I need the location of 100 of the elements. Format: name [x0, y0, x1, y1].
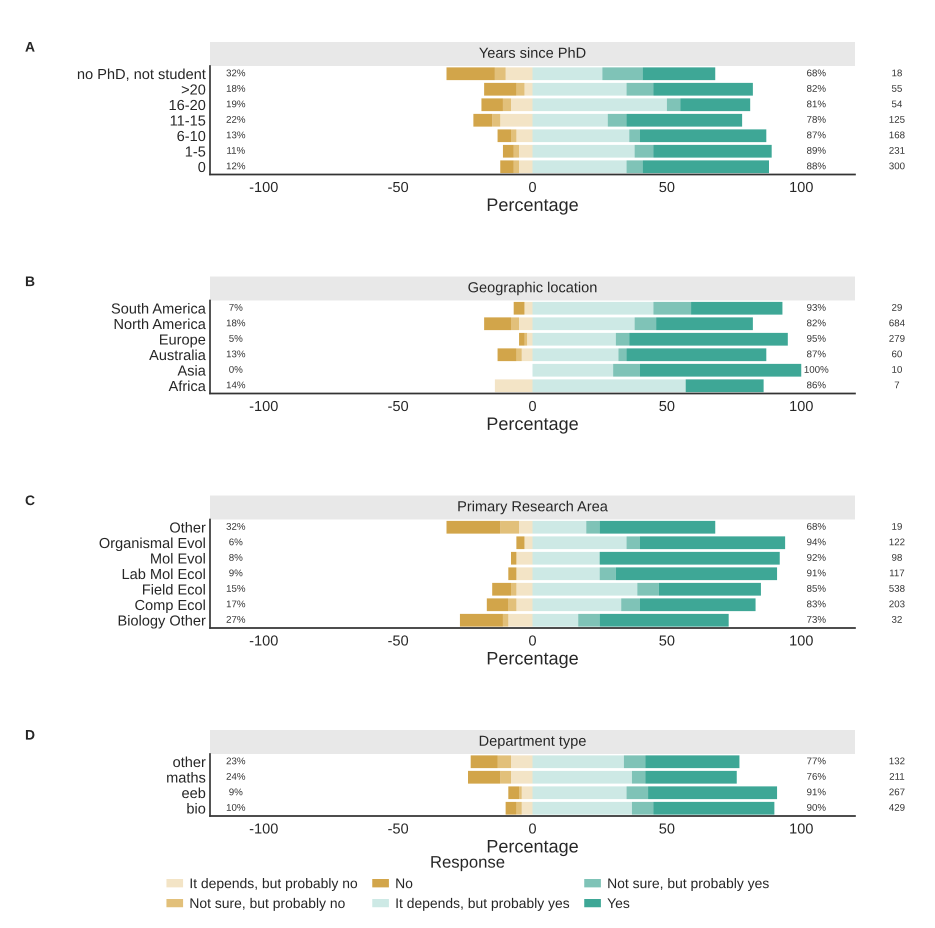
bar	[532, 802, 632, 815]
bar	[532, 755, 624, 768]
y-tick-label: 6-10	[177, 130, 206, 142]
bar	[666, 98, 680, 112]
y-tick-label: Africa	[168, 380, 206, 392]
bar	[532, 348, 618, 362]
bar	[626, 114, 742, 127]
x-tick-label: -50	[388, 823, 408, 834]
x-tick-label: -100	[250, 635, 278, 646]
bar	[600, 552, 780, 565]
text: 231	[889, 146, 905, 154]
bar	[519, 317, 532, 330]
bar	[532, 144, 635, 158]
bar	[532, 582, 638, 596]
bar	[634, 317, 656, 330]
bar	[473, 114, 492, 127]
annotation: 81%	[806, 100, 826, 108]
y-tick-label: South America	[112, 302, 206, 314]
y-tick-label: 0	[198, 162, 206, 172]
bar	[618, 348, 627, 362]
bar	[680, 98, 750, 112]
text: 125	[890, 116, 905, 123]
bar	[511, 582, 516, 596]
annotation: 23%	[226, 757, 246, 764]
annotation: 17%	[226, 600, 246, 608]
text: B	[26, 276, 34, 286]
bar	[532, 567, 600, 580]
bar	[532, 598, 622, 612]
text: 203	[889, 600, 905, 608]
bar	[516, 567, 532, 580]
bar	[532, 114, 608, 127]
bar	[642, 160, 769, 174]
bar	[626, 82, 654, 96]
bar	[653, 302, 692, 315]
text: 267	[889, 788, 905, 796]
bar	[600, 614, 729, 627]
bar	[508, 567, 516, 580]
bar	[519, 144, 532, 158]
legend-label: It depends, but probably yes	[396, 898, 570, 911]
bar	[640, 364, 802, 377]
text: 29	[892, 304, 902, 311]
annotation: 94%	[807, 538, 826, 546]
bar	[511, 755, 532, 768]
bar	[516, 582, 532, 596]
annotation: 87%	[806, 350, 826, 358]
annotation: 88%	[806, 162, 826, 170]
annotation: 100%	[804, 366, 828, 373]
annotation: 32%	[226, 69, 246, 76]
bar	[519, 160, 532, 174]
text: 538	[889, 584, 905, 592]
annotation: 82%	[806, 84, 826, 92]
y-tick-label: Other	[170, 522, 206, 533]
annotation: 89%	[806, 146, 826, 154]
x-tick-label: 0	[529, 823, 536, 834]
bar	[600, 520, 716, 534]
bar	[640, 129, 766, 142]
bar	[446, 67, 495, 80]
bar	[632, 802, 654, 815]
text: 54	[892, 100, 902, 108]
bar	[626, 348, 766, 362]
annotation: 18%	[226, 319, 246, 326]
bar	[629, 129, 640, 142]
bar	[502, 98, 511, 112]
bar	[634, 144, 654, 158]
bar	[532, 98, 667, 112]
bar	[484, 82, 516, 96]
bar	[600, 567, 616, 580]
y-tick-label: 1-5	[186, 146, 206, 157]
bar	[524, 332, 528, 346]
annotation: 68%	[807, 69, 826, 76]
x-tick-label: 50	[659, 823, 674, 834]
bar	[516, 82, 524, 96]
bar	[524, 302, 532, 315]
bar	[637, 582, 659, 596]
bar	[602, 67, 643, 80]
bar	[446, 520, 500, 534]
bar	[514, 302, 524, 315]
bar	[508, 614, 532, 627]
annotation: 32%	[226, 522, 246, 530]
bar	[527, 332, 532, 346]
y-tick-label: Asia	[177, 364, 206, 376]
annotation: 93%	[807, 304, 826, 311]
x-tick-label: 0	[529, 400, 536, 412]
annotation: 0%	[229, 366, 242, 373]
y-tick-label: Biology Other	[118, 614, 206, 629]
x-tick-label: 50	[659, 182, 674, 192]
chart-title: Geographic location	[468, 282, 596, 296]
bar	[532, 520, 586, 534]
bar	[686, 379, 764, 392]
annotation: 5%	[229, 335, 242, 342]
y-tick-label: Comp Ecol	[135, 599, 205, 614]
annotation: 83%	[806, 600, 826, 608]
annotation: 27%	[226, 616, 246, 623]
bar	[632, 770, 646, 784]
bar	[481, 98, 503, 112]
text: 117	[890, 570, 904, 576]
bar	[653, 802, 774, 815]
bar	[626, 536, 640, 550]
annotation: 6%	[229, 538, 242, 546]
bar	[498, 755, 511, 768]
